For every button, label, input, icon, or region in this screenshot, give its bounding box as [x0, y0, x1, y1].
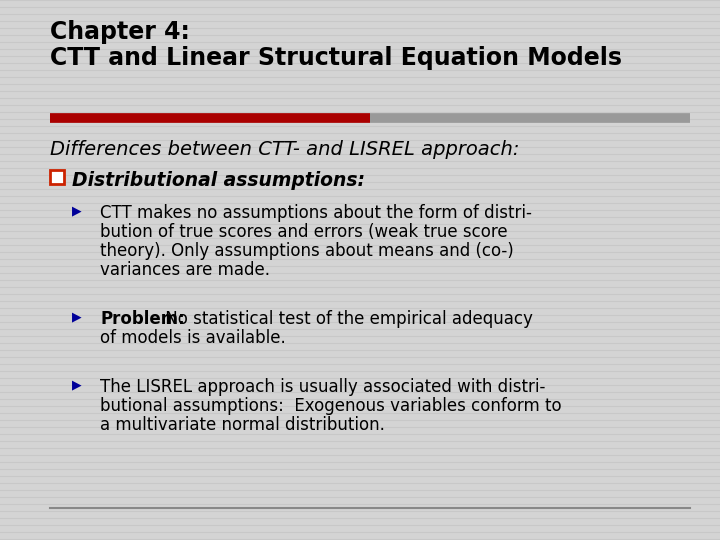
Text: Distributional assumptions:: Distributional assumptions:: [72, 171, 365, 190]
Text: bution of true scores and errors (weak true score: bution of true scores and errors (weak t…: [100, 223, 508, 241]
Text: The LISREL approach is usually associated with distri-: The LISREL approach is usually associate…: [100, 378, 545, 396]
Text: No statistical test of the empirical adequacy: No statistical test of the empirical ade…: [160, 310, 533, 328]
Text: CTT makes no assumptions about the form of distri-: CTT makes no assumptions about the form …: [100, 204, 532, 222]
Text: theory). Only assumptions about means and (co-): theory). Only assumptions about means an…: [100, 242, 514, 260]
Text: a multivariate normal distribution.: a multivariate normal distribution.: [100, 416, 385, 434]
Text: Differences between CTT- and LISREL approach:: Differences between CTT- and LISREL appr…: [50, 140, 520, 159]
Text: ▶: ▶: [72, 204, 81, 217]
Text: Problem:: Problem:: [100, 310, 185, 328]
Text: butional assumptions:  Exogenous variables conform to: butional assumptions: Exogenous variable…: [100, 397, 562, 415]
Bar: [50, 170, 64, 184]
Text: of models is available.: of models is available.: [100, 329, 286, 347]
Text: CTT and Linear Structural Equation Models: CTT and Linear Structural Equation Model…: [50, 46, 622, 70]
Text: Chapter 4:: Chapter 4:: [50, 20, 190, 44]
Text: ▶: ▶: [72, 310, 81, 323]
Text: ▶: ▶: [72, 378, 81, 391]
Text: variances are made.: variances are made.: [100, 261, 270, 279]
